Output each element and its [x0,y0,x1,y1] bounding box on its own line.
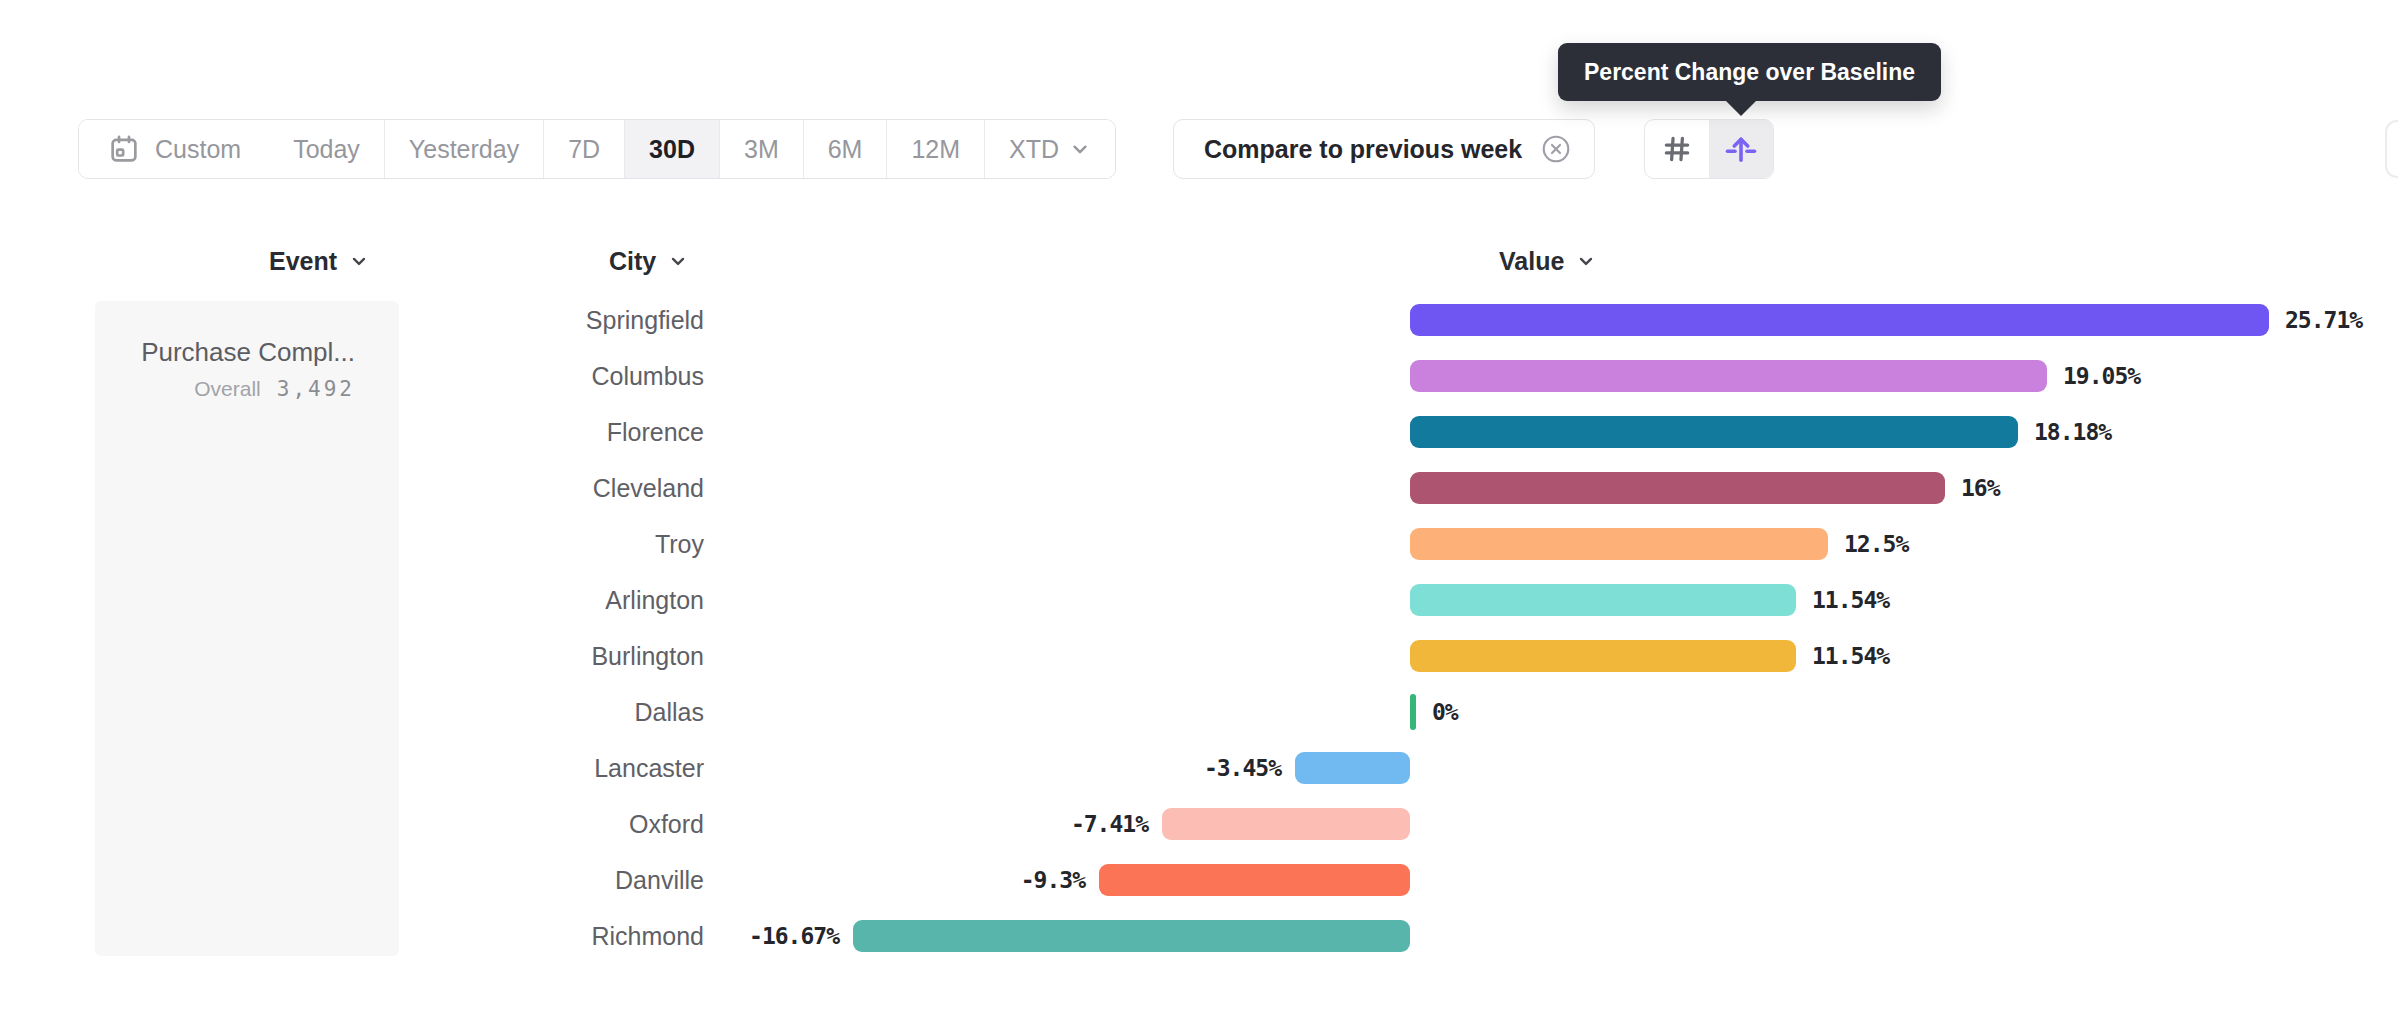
city-label: Dallas [450,684,704,740]
city-label: Florence [450,404,704,460]
range-30d-button[interactable]: 30D [624,120,719,178]
value-label: -7.41% [1071,796,1148,852]
value-label: -3.45% [1204,740,1281,796]
calendar-icon [107,132,141,166]
arrow-up-from-baseline-icon [1723,131,1759,167]
value-label: 12.5% [1844,516,1908,572]
tooltip-arrow [1726,101,1756,116]
value-bar[interactable] [1162,808,1410,840]
city-label: Lancaster [450,740,704,796]
value-label: 25.71% [2285,292,2362,348]
tooltip-text: Percent Change over Baseline [1584,59,1915,86]
value-bar[interactable] [1410,640,1796,672]
compare-chip-label: Compare to previous week [1204,135,1522,164]
value-bar[interactable] [1410,416,2018,448]
percent-change-over-baseline-toggle[interactable] [1709,120,1773,178]
range-6m-button[interactable]: 6M [803,120,887,178]
city-label: Burlington [450,628,704,684]
city-label: Arlington [450,572,704,628]
range-12m-button[interactable]: 12M [886,120,984,178]
event-name: Purchase Compl... [141,337,355,368]
hash-grid-icon [1660,132,1694,166]
overall-label: Overall [194,377,261,401]
value-label: -9.3% [1021,852,1085,908]
value-label: 18.18% [2034,404,2111,460]
value-bar[interactable] [1295,752,1410,784]
value-label: 0% [1432,684,1458,740]
range-3m-button[interactable]: 3M [719,120,803,178]
range-xtd-button[interactable]: XTD [984,120,1115,178]
value-label: 11.54% [1812,572,1889,628]
event-panel[interactable]: Purchase Compl... Overall 3,492 [95,301,399,956]
city-label: Cleveland [450,460,704,516]
value-bar[interactable] [1410,360,2047,392]
chevron-down-icon [1576,251,1596,271]
chevron-down-icon [668,251,688,271]
value-bar[interactable] [853,920,1410,952]
value-bar[interactable] [1099,864,1410,896]
city-label: Richmond [450,908,704,964]
absolute-values-toggle[interactable] [1645,120,1709,178]
tooltip-percent-change-over-baseline: Percent Change over Baseline [1558,43,1941,101]
value-bar[interactable] [1410,584,1796,616]
compare-to-previous-week-chip[interactable]: Compare to previous week [1173,119,1595,179]
event-column-header[interactable]: Event [269,246,369,276]
value-label: -16.67% [749,908,839,964]
value-bar[interactable] [1410,528,1828,560]
value-label: 16% [1961,460,2000,516]
value-bar[interactable] [1410,304,2269,336]
city-label: Springfield [450,292,704,348]
value-label: 19.05% [2063,348,2140,404]
city-label: Troy [450,516,704,572]
chevron-down-icon [349,251,369,271]
value-header-label: Value [1499,247,1564,276]
overall-value: 3,492 [277,377,355,401]
range-today-button[interactable]: Today [265,120,384,178]
custom-range-button[interactable]: Custom [79,120,265,178]
chevron-down-icon [1069,138,1091,160]
baseline-tick[interactable] [1410,694,1416,730]
xtd-label: XTD [1009,135,1059,164]
city-label: Danville [450,852,704,908]
value-bar[interactable] [1410,472,1945,504]
clipped-toolbar-button[interactable] [2385,120,2398,178]
event-overall: Overall 3,492 [194,377,355,401]
circle-x-icon[interactable] [1540,133,1572,165]
range-7d-button[interactable]: 7D [543,120,624,178]
chart-value-mode-toggle [1644,119,1774,179]
value-label: 11.54% [1812,628,1889,684]
range-yesterday-button[interactable]: Yesterday [384,120,543,178]
city-label: Oxford [450,796,704,852]
event-header-label: Event [269,247,337,276]
value-column-header[interactable]: Value [1499,246,1596,276]
city-header-label: City [609,247,656,276]
custom-range-label: Custom [155,135,241,164]
city-column-header[interactable]: City [609,246,688,276]
date-range-toolbar: Custom TodayYesterday7D30D3M6M12M XTD [78,119,1116,179]
city-label: Columbus [450,348,704,404]
